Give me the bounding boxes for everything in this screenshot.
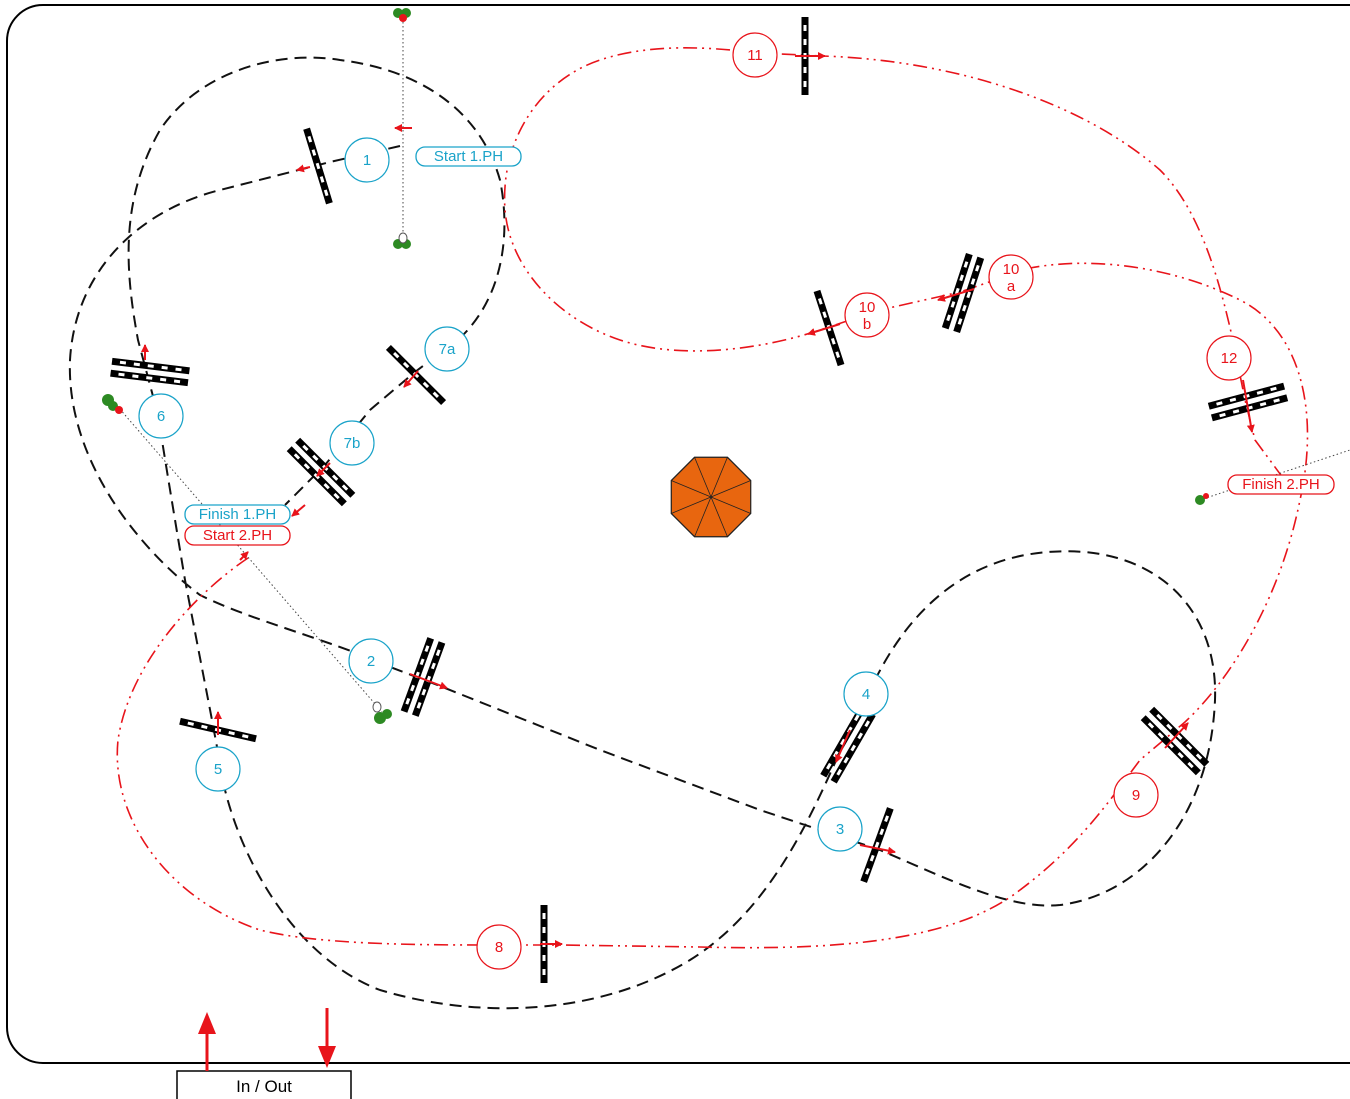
obstacle-o7a bbox=[385, 344, 447, 406]
number-circle-o3: 3 bbox=[817, 806, 863, 852]
arena-boundary bbox=[6, 4, 1350, 1064]
svg-text:In / Out: In / Out bbox=[236, 1077, 292, 1096]
start2-label: Start 2.PH bbox=[184, 525, 291, 546]
number-circle-o11: 11 bbox=[732, 32, 778, 78]
number-label: 1 bbox=[363, 152, 371, 169]
flag-start1-top bbox=[393, 8, 411, 22]
finish1-start2-line bbox=[111, 399, 383, 713]
obstacle-o10a bbox=[941, 252, 985, 334]
direction-arrow-9 bbox=[835, 729, 851, 763]
number-sublabel: b bbox=[863, 316, 871, 333]
direction-arrow-17 bbox=[239, 551, 249, 561]
in-out-gate: In / Out bbox=[176, 1070, 352, 1099]
number-label: 12 bbox=[1221, 350, 1238, 367]
number-label: 9 bbox=[1132, 787, 1140, 804]
number-label: 6 bbox=[157, 408, 165, 425]
number-label: 8 bbox=[495, 939, 503, 956]
direction-arrow-14 bbox=[807, 323, 841, 336]
direction-arrow-4 bbox=[403, 370, 419, 388]
number-label: 10 bbox=[859, 299, 876, 316]
number-circle-o7a: 7a bbox=[424, 326, 470, 372]
obstacle-o12 bbox=[1207, 382, 1289, 422]
in-arrow-icon bbox=[198, 1012, 216, 1071]
direction-arrow-16 bbox=[1242, 379, 1255, 433]
number-sublabel: a bbox=[1007, 278, 1016, 295]
obstacle-o4 bbox=[820, 706, 876, 784]
finish1-label: Finish 1.PH bbox=[184, 504, 291, 525]
number-circle-o8: 8 bbox=[476, 924, 522, 970]
flag-start2 bbox=[372, 701, 392, 724]
out-arrow-icon bbox=[318, 1008, 336, 1068]
svg-text:Finish 2.PH: Finish 2.PH bbox=[1242, 476, 1320, 493]
number-circle-o6: 6 bbox=[138, 393, 184, 439]
number-label: 7b bbox=[344, 435, 361, 452]
direction-arrow-8 bbox=[859, 844, 896, 855]
flag-finish1 bbox=[102, 394, 123, 414]
flag-finish2 bbox=[1195, 493, 1209, 505]
number-circle-o2: 2 bbox=[348, 638, 394, 684]
svg-text:Start 2.PH: Start 2.PH bbox=[203, 527, 272, 544]
svg-text:Finish 1.PH: Finish 1.PH bbox=[199, 506, 277, 523]
number-circle-o4: 4 bbox=[843, 671, 889, 717]
obstacle-o9 bbox=[1140, 706, 1210, 776]
number-label: 7a bbox=[439, 341, 456, 358]
obstacle-o1 bbox=[303, 127, 333, 205]
number-label: 2 bbox=[367, 653, 375, 670]
direction-arrow-13 bbox=[937, 288, 975, 302]
direction-arrow-5 bbox=[316, 462, 331, 477]
number-circle-o5: 5 bbox=[195, 746, 241, 792]
number-circle-o10a: 10a bbox=[988, 254, 1034, 300]
center-octagon bbox=[670, 456, 752, 538]
number-label: 10 bbox=[1003, 261, 1020, 278]
finish2-label: Finish 2.PH bbox=[1227, 474, 1335, 495]
obstacle-o3 bbox=[860, 807, 894, 883]
direction-arrow-6 bbox=[291, 504, 306, 517]
number-circle-o1: 1 bbox=[344, 137, 390, 183]
number-circle-o10b: 10b bbox=[844, 292, 890, 338]
number-circle-o9: 9 bbox=[1113, 772, 1159, 818]
number-label: 11 bbox=[747, 47, 763, 64]
direction-arrow-12 bbox=[1164, 722, 1189, 749]
flag-start1-bottom bbox=[393, 232, 411, 249]
direction-arrow-2 bbox=[296, 164, 311, 173]
number-label: 5 bbox=[214, 761, 222, 778]
number-circle-o12: 12 bbox=[1206, 335, 1252, 381]
number-circle-o7b: 7b bbox=[329, 420, 375, 466]
number-label: 4 bbox=[862, 686, 870, 703]
number-label: 3 bbox=[836, 821, 844, 838]
direction-arrow-7 bbox=[409, 673, 448, 690]
svg-text:Start 1.PH: Start 1.PH bbox=[434, 148, 503, 165]
phase1-track bbox=[68, 56, 1217, 1010]
start1-label: Start 1.PH bbox=[415, 146, 522, 167]
obstacle-o6 bbox=[110, 357, 190, 387]
obstacle-o2 bbox=[400, 637, 446, 717]
